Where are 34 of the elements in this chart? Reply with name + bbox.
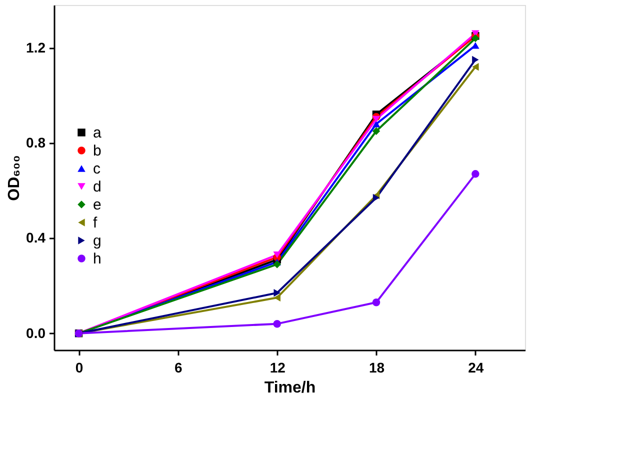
point — [372, 298, 380, 306]
legend-label: b — [93, 142, 102, 160]
x-tick-label: 12 — [270, 360, 286, 376]
point — [274, 289, 280, 297]
x-tick-label: 24 — [468, 360, 484, 376]
x-tick-label: 0 — [75, 360, 84, 376]
point — [472, 56, 479, 64]
legend-label: c — [93, 160, 101, 178]
x-axis-title: Time/h — [264, 380, 316, 396]
point — [273, 251, 281, 258]
y-tick-label: 0.8 — [26, 134, 46, 150]
legend-label: a — [93, 124, 102, 142]
legend-label: f — [93, 214, 98, 232]
point — [472, 34, 480, 42]
point — [472, 62, 479, 71]
legend-label: d — [93, 178, 102, 196]
x-tick-label: 6 — [174, 360, 183, 376]
point — [372, 194, 380, 202]
point — [372, 120, 380, 128]
point — [274, 294, 280, 302]
point — [372, 127, 380, 135]
legend-label: g — [93, 232, 102, 250]
y-axis-title: OD₆₀₀ — [6, 155, 24, 201]
y-tick-label: 0.0 — [26, 324, 46, 341]
point — [372, 116, 380, 123]
point — [472, 42, 480, 49]
legend-label: e — [93, 196, 102, 214]
point — [273, 260, 281, 268]
point — [273, 320, 281, 328]
y-tick-label: 1.2 — [26, 39, 46, 56]
x-tick-label: 18 — [368, 360, 385, 376]
point — [472, 170, 480, 178]
y-tick-label: 0.4 — [26, 230, 46, 246]
legend-label: h — [93, 250, 102, 268]
